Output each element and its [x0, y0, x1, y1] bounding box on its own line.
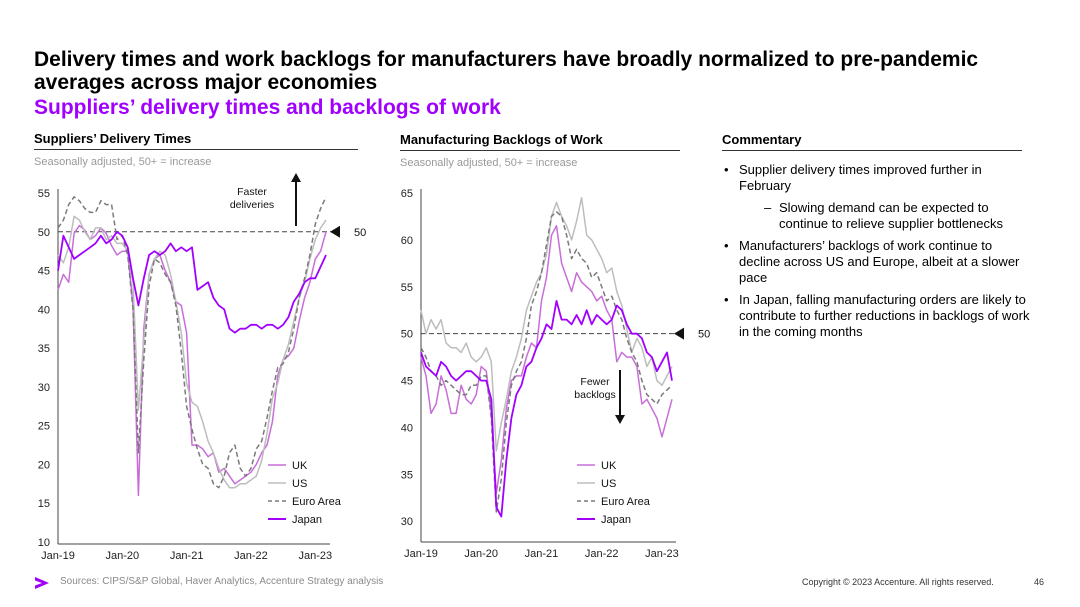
y-tick-label: 20 [38, 459, 50, 471]
sources-note: Sources: CIPS/S&P Global, Haver Analytic… [60, 576, 384, 587]
x-tick-label: Jan-22 [585, 548, 619, 560]
chart2-title: Manufacturing Backlogs of Work [400, 132, 680, 151]
y-tick-label: 65 [401, 188, 413, 200]
legend-label: Japan [601, 514, 631, 526]
legend-label: Euro Area [601, 496, 651, 508]
commentary-panel: Supplier delivery times improved further… [722, 162, 1032, 346]
page-subtitle: Suppliers’ delivery times and backlogs o… [34, 96, 501, 119]
y-tick-label: 35 [401, 469, 413, 481]
y-tick-label: 25 [38, 421, 50, 433]
arrow-down-icon [615, 415, 625, 424]
legend-label: Japan [292, 514, 322, 526]
series-line-us [420, 196, 673, 452]
arrow-up-icon [291, 173, 301, 182]
chart1-title: Suppliers’ Delivery Times [34, 131, 358, 150]
y-tick-label: 45 [38, 266, 50, 278]
x-tick-label: Jan-21 [525, 548, 559, 560]
reference-line-label: 50 [354, 227, 366, 239]
commentary-sub-bullet: Slowing demand can be expected to contin… [722, 200, 1032, 232]
y-tick-label: 55 [38, 188, 50, 200]
x-tick-label: Jan-23 [298, 550, 332, 562]
y-tick-label: 30 [38, 382, 50, 394]
y-tick-label: 10 [38, 537, 50, 549]
commentary-bullet: Supplier delivery times improved further… [722, 162, 1032, 194]
copyright: Copyright © 2023 Accenture. All rights r… [802, 577, 994, 587]
y-tick-label: 45 [401, 376, 413, 388]
y-tick-label: 50 [38, 227, 50, 239]
x-tick-label: Jan-20 [464, 548, 498, 560]
commentary-bullet: In Japan, falling manufacturing orders a… [722, 292, 1032, 340]
chart2-note: Seasonally adjusted, 50+ = increase [400, 157, 578, 169]
x-tick-label: Jan-19 [404, 548, 438, 560]
annotation-label: deliveries [230, 199, 274, 211]
x-tick-label: Jan-22 [234, 550, 268, 562]
x-tick-label: Jan-19 [41, 550, 75, 562]
commentary-heading: Commentary [722, 132, 1022, 151]
y-tick-label: 40 [38, 304, 50, 316]
x-tick-label: Jan-21 [170, 550, 204, 562]
legend-label: US [292, 478, 307, 490]
series-line-uk [57, 224, 327, 497]
series-line-us [57, 215, 327, 489]
chart1-note: Seasonally adjusted, 50+ = increase [34, 156, 212, 168]
page-number: 46 [1034, 577, 1045, 587]
y-tick-label: 30 [401, 516, 413, 528]
reference-marker-icon [330, 225, 340, 238]
series-line-japan [420, 299, 673, 518]
annotation-label: Faster [237, 186, 267, 198]
series-line-japan [57, 230, 327, 334]
y-tick-label: 60 [401, 235, 413, 247]
accenture-logo-icon [35, 577, 49, 589]
y-tick-label: 55 [401, 282, 413, 294]
legend-label: US [601, 478, 616, 490]
annotation-label: backlogs [574, 389, 615, 401]
series-line-euro-area [420, 211, 673, 513]
y-tick-label: 40 [401, 422, 413, 434]
legend-label: Euro Area [292, 496, 342, 508]
legend-label: UK [601, 460, 617, 472]
legend-label: UK [292, 460, 308, 472]
series-line-euro-area [57, 196, 327, 489]
y-tick-label: 35 [38, 343, 50, 355]
annotation-label: Fewer [580, 376, 610, 388]
commentary-bullet: Manufacturers’ backlogs of work continue… [722, 238, 1032, 286]
x-tick-label: Jan-23 [645, 548, 679, 560]
page-title: Delivery times and work backlogs for man… [34, 48, 979, 94]
y-tick-label: 15 [38, 498, 50, 510]
y-tick-label: 50 [401, 329, 413, 341]
reference-marker-icon [674, 327, 684, 340]
x-tick-label: Jan-20 [105, 550, 139, 562]
series-line-uk [420, 225, 673, 494]
reference-line-label: 50 [698, 329, 710, 341]
